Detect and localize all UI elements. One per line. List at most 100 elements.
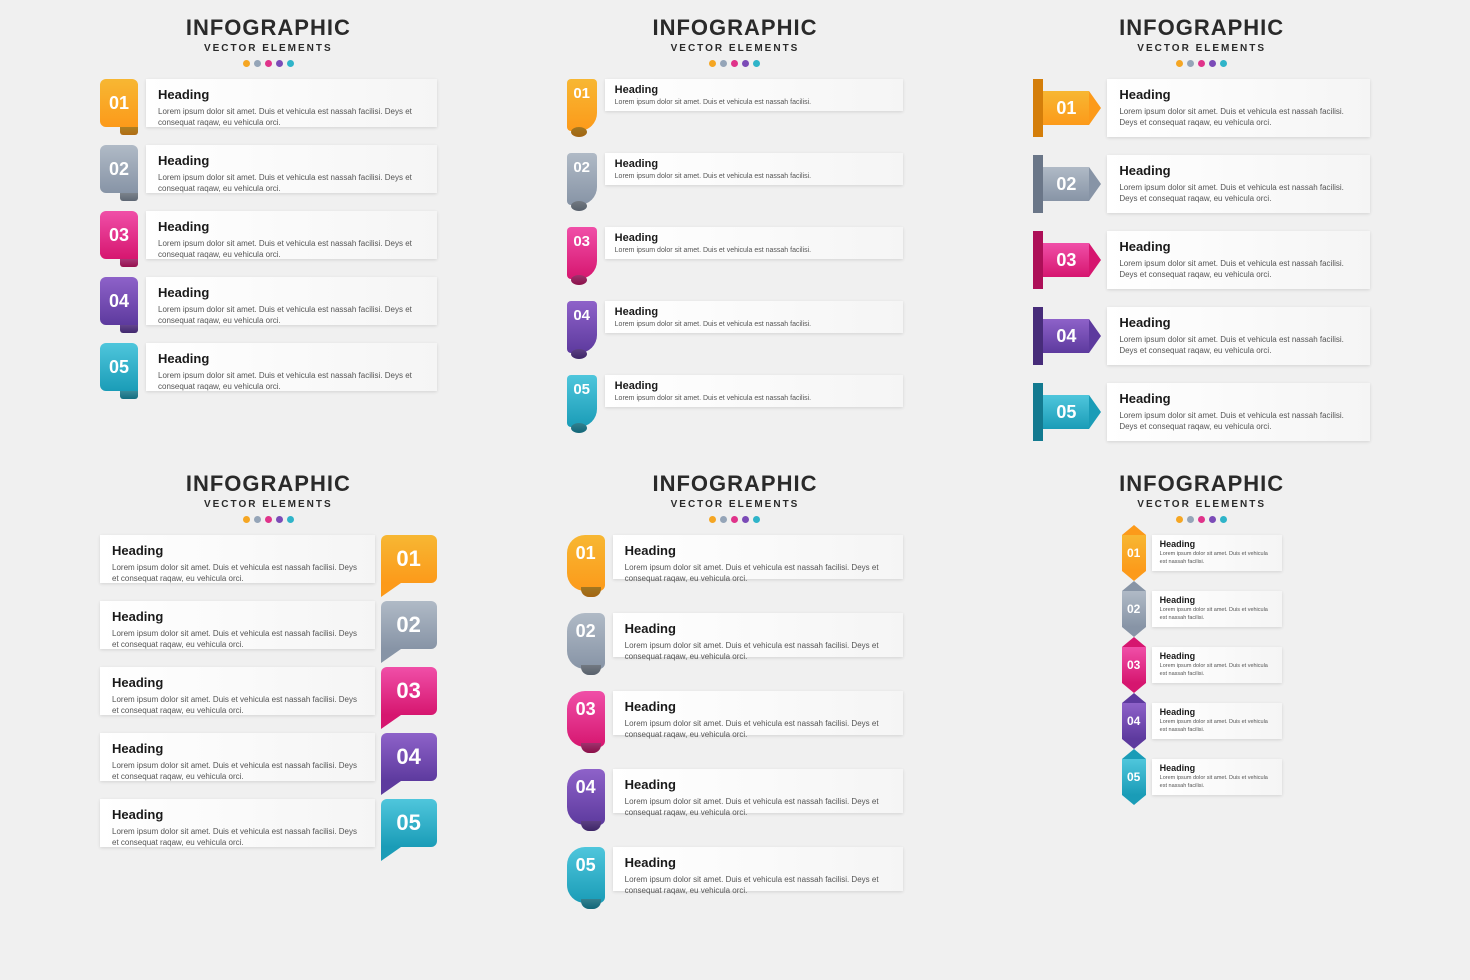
panel-subtitle: VECTOR ELEMENTS bbox=[186, 499, 351, 510]
content-card: HeadingLorem ipsum dolor sit amet. Duis … bbox=[146, 277, 437, 325]
item-heading: Heading bbox=[625, 699, 892, 714]
item-body: Lorem ipsum dolor sit amet. Duis et vehi… bbox=[625, 640, 892, 662]
number-tab: 05 bbox=[1122, 759, 1146, 795]
number-tab: 04 bbox=[1043, 319, 1089, 353]
item-body: Lorem ipsum dolor sit amet. Duis et vehi… bbox=[615, 246, 894, 256]
content-card: Heading Lorem ipsum dolor sit amet. Duis … bbox=[146, 145, 437, 193]
step-number: 04 bbox=[1056, 326, 1076, 347]
content-card: HeadingLorem ipsum dolor sit amet. Duis … bbox=[1107, 231, 1370, 289]
item-heading: Heading bbox=[615, 84, 894, 96]
item-body: Lorem ipsum dolor sit amet. Duis et vehi… bbox=[1119, 410, 1358, 432]
content-card: HeadingLorem ipsum dolor sit amet. Duis … bbox=[100, 535, 375, 583]
number-tab: 01 bbox=[100, 79, 138, 127]
list-item: 01 HeadingLorem ipsum dolor sit amet. Du… bbox=[1033, 79, 1370, 137]
item-heading: Heading bbox=[1119, 163, 1358, 178]
step-number: 05 bbox=[576, 855, 596, 876]
number-tab: 02 bbox=[567, 613, 605, 669]
number-tab: 03 bbox=[100, 211, 138, 259]
item-body: Lorem ipsum dolor sit amet. Duis et vehi… bbox=[158, 106, 425, 128]
item-body: Lorem ipsum dolor sit amet. Duis et vehi… bbox=[112, 628, 363, 650]
content-card: HeadingLorem ipsum dolor sit amet. Duis … bbox=[146, 79, 437, 127]
step-number: 04 bbox=[1127, 714, 1140, 728]
list-item: 02 HeadingLorem ipsum dolor sit amet. Du… bbox=[1122, 591, 1282, 627]
list-item: 01 HeadingLorem ipsum dolor sit amet. Du… bbox=[567, 535, 904, 591]
list-item: HeadingLorem ipsum dolor sit amet. Duis … bbox=[100, 799, 437, 847]
list-item: 03 HeadingLorem ipsum dolor sit amet. Du… bbox=[1122, 647, 1282, 683]
item-body: Lorem ipsum dolor sit amet. Duis et vehi… bbox=[1160, 551, 1274, 566]
item-body: Lorem ipsum dolor sit amet. Duis et vehi… bbox=[1119, 106, 1358, 128]
step-number: 03 bbox=[576, 699, 596, 720]
infographic-panel-b: INFOGRAPHIC VECTOR ELEMENTS 01 HeadingLo… bbox=[567, 15, 904, 441]
number-tab: 04 bbox=[567, 769, 605, 825]
list-item: 03 HeadingLorem ipsum dolor sit amet. Du… bbox=[100, 211, 437, 259]
content-card: HeadingLorem ipsum dolor sit amet. Duis … bbox=[1107, 79, 1370, 137]
number-tab: 04 bbox=[100, 277, 138, 325]
item-heading: Heading bbox=[158, 153, 425, 168]
item-heading: Heading bbox=[1119, 239, 1358, 254]
panel-subtitle: VECTOR ELEMENTS bbox=[652, 499, 817, 510]
content-card: HeadingLorem ipsum dolor sit amet. Duis … bbox=[605, 79, 904, 111]
content-card: HeadingLorem ipsum dolor sit amet. Duis … bbox=[613, 769, 904, 813]
item-body: Lorem ipsum dolor sit amet. Duis et vehi… bbox=[615, 320, 894, 330]
item-body: Lorem ipsum dolor sit amet. Duis et vehi… bbox=[112, 562, 363, 584]
item-body: Lorem ipsum dolor sit amet. Duis et vehi… bbox=[112, 760, 363, 782]
item-heading: Heading bbox=[1160, 539, 1274, 549]
item-body: Lorem ipsum dolor sit amet. Duis et vehi… bbox=[625, 718, 892, 740]
number-tab: 03 bbox=[1043, 243, 1089, 277]
item-heading: Heading bbox=[158, 285, 425, 300]
list-item: 05 HeadingLorem ipsum dolor sit amet. Du… bbox=[567, 847, 904, 903]
step-number: 03 bbox=[1127, 658, 1140, 672]
content-card: HeadingLorem ipsum dolor sit amet. Duis … bbox=[146, 211, 437, 259]
number-tab: 03 bbox=[381, 667, 437, 715]
side-stripe bbox=[1033, 383, 1043, 441]
number-tab: 04 bbox=[1122, 703, 1146, 739]
number-tab: 01 bbox=[567, 535, 605, 591]
number-tab: 01 bbox=[1043, 91, 1089, 125]
item-body: Lorem ipsum dolor sit amet. Duis et vehi… bbox=[1160, 663, 1274, 678]
content-card: HeadingLorem ipsum dolor sit amet. Duis … bbox=[1152, 647, 1282, 683]
item-heading: Heading bbox=[615, 380, 894, 392]
step-number: 02 bbox=[109, 159, 129, 180]
item-heading: Heading bbox=[158, 219, 425, 234]
list-item: 03 HeadingLorem ipsum dolor sit amet. Du… bbox=[567, 227, 904, 279]
content-card: HeadingLorem ipsum dolor sit amet. Duis … bbox=[605, 375, 904, 407]
color-dots bbox=[1119, 60, 1284, 67]
list-item: 01 HeadingLorem ipsum dolor sit amet. Du… bbox=[567, 79, 904, 131]
item-body: Lorem ipsum dolor sit amet. Duis et vehi… bbox=[1119, 334, 1358, 356]
item-body: Lorem ipsum dolor sit amet. Duis et vehi… bbox=[615, 172, 894, 182]
step-number: 03 bbox=[396, 678, 420, 704]
step-number: 01 bbox=[1127, 546, 1140, 560]
infographic-panel-f: INFOGRAPHIC VECTOR ELEMENTS 01 HeadingLo… bbox=[1033, 471, 1370, 903]
list-item: 05 Heading Lorem ipsum dolor sit amet. Du… bbox=[100, 343, 437, 391]
panel-title: INFOGRAPHIC bbox=[1119, 15, 1284, 41]
item-heading: Heading bbox=[1160, 595, 1274, 605]
item-body: Lorem ipsum dolor sit amet. Duis et vehi… bbox=[625, 562, 892, 584]
list-item: 01 Heading Lorem ipsum dolor sit amet. Du… bbox=[1122, 535, 1282, 571]
number-tab: 03 bbox=[567, 691, 605, 747]
number-tab: 05 bbox=[100, 343, 138, 391]
item-body: Lorem ipsum dolor sit amet. Duis et vehi… bbox=[158, 370, 425, 392]
step-number: 05 bbox=[1127, 770, 1140, 784]
item-body: Lorem ipsum dolor sit amet. Duis et vehi… bbox=[158, 172, 425, 194]
color-dots bbox=[652, 60, 817, 67]
color-dots bbox=[652, 516, 817, 523]
content-card: Heading Lorem ipsum dolor sit amet. Duis … bbox=[100, 601, 375, 649]
item-heading: Heading bbox=[112, 609, 363, 624]
side-stripe bbox=[1033, 79, 1043, 137]
list-item: 04 HeadingLorem ipsum dolor sit amet. Du… bbox=[1033, 307, 1370, 365]
color-dots bbox=[1119, 516, 1284, 523]
side-stripe bbox=[1033, 307, 1043, 365]
item-body: Lorem ipsum dolor sit amet. Duis et vehi… bbox=[112, 826, 363, 848]
item-heading: Heading bbox=[112, 741, 363, 756]
panel-subtitle: VECTOR ELEMENTS bbox=[186, 43, 351, 54]
infographic-panel-e: INFOGRAPHIC VECTOR ELEMENTS 01 HeadingLo… bbox=[567, 471, 904, 903]
item-heading: Heading bbox=[1160, 763, 1274, 773]
step-number: 04 bbox=[109, 291, 129, 312]
item-heading: Heading bbox=[625, 777, 892, 792]
panel-title: INFOGRAPHIC bbox=[652, 471, 817, 497]
content-card: HeadingLorem ipsum dolor sit amet. Duis … bbox=[613, 691, 904, 735]
number-tab: 02 bbox=[100, 145, 138, 193]
number-tab: 02 bbox=[1122, 591, 1146, 627]
item-heading: Heading bbox=[158, 351, 425, 366]
panel-subtitle: VECTOR ELEMENTS bbox=[1119, 43, 1284, 54]
